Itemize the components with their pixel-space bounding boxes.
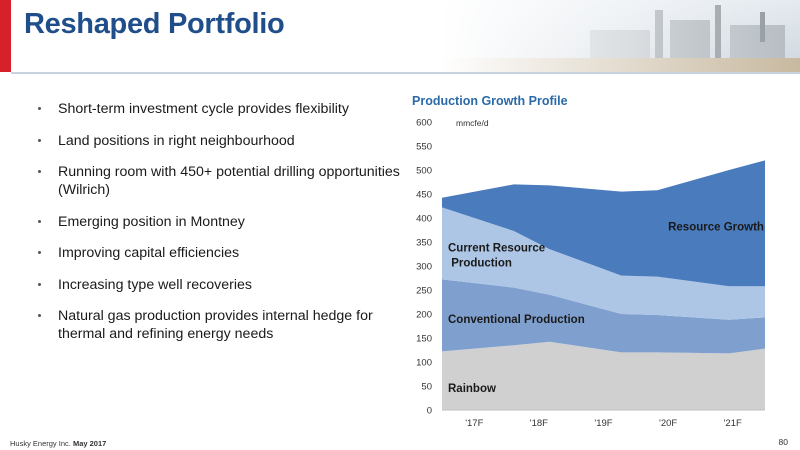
- bullet-dot-icon: [38, 251, 41, 254]
- chart-axis: 0 50 100 150 200 250 300 350 400 450 500 550 600 '17F…: [416, 118, 765, 429]
- footer-date: May 2017: [72, 439, 107, 448]
- y-tick-label: 300: [416, 262, 432, 273]
- bullet-text: Emerging position in Montney: [58, 213, 245, 230]
- bullet-text: Natural gas production provides internal…: [58, 308, 373, 342]
- y-tick-label: 50: [421, 382, 432, 393]
- bullet-dot-icon: [38, 314, 41, 317]
- bullet-dot-icon: [38, 170, 41, 173]
- title-divider: [11, 72, 800, 74]
- x-tick-label: '18F: [530, 418, 548, 429]
- bullet-dot-icon: [38, 219, 41, 223]
- area-current-resource-production: [442, 207, 765, 320]
- y-tick-label: 0: [427, 406, 432, 417]
- header-photo: [440, 0, 800, 72]
- area-rainbow: [442, 341, 765, 410]
- x-tick-label: '19F: [594, 418, 612, 429]
- bullet-item: Land positions in right neighbourhood: [38, 132, 408, 150]
- chart-title: Production Growth Profile: [412, 94, 568, 108]
- unit-label: mmcfe/d: [456, 118, 489, 128]
- page-number: 80: [778, 437, 788, 447]
- y-tick-label: 350: [416, 238, 432, 249]
- y-tick-label: 500: [416, 166, 432, 177]
- series-label: Conventional Production: [448, 314, 585, 326]
- x-tick-label: '17F: [465, 418, 483, 429]
- bullet-item: Increasing type well recoveries: [38, 276, 408, 294]
- area-resource-growth: [442, 160, 765, 287]
- y-tick-label: 450: [416, 190, 432, 201]
- y-tick-label: 550: [416, 142, 432, 153]
- bullet-text: Increasing type well recoveries: [58, 276, 252, 293]
- series-label: Resource Growth: [668, 221, 764, 233]
- x-tick-label: '21F: [724, 418, 742, 429]
- bullet-dot-icon: [38, 138, 41, 142]
- series-label: Rainbow: [448, 383, 496, 395]
- bullet-item: Improving capital efficiencies: [38, 244, 408, 262]
- bullet-item: Natural gas production provides internal…: [38, 307, 408, 343]
- slide-title: Reshaped Portfolio: [24, 8, 285, 40]
- series-label: Current Resource Production: [448, 243, 545, 270]
- y-tick-label: 400: [416, 214, 432, 225]
- bullet-text: Land positions in right neighbourhood: [58, 132, 295, 149]
- footer-company: Husky Energy Inc.: [10, 439, 71, 448]
- footer: Husky Energy Inc. May 2017: [10, 439, 106, 448]
- bullet-item: Emerging position in Montney: [38, 213, 408, 231]
- y-tick-label: 100: [416, 358, 432, 369]
- chart-areas: [442, 160, 765, 410]
- y-tick-label: 250: [416, 286, 432, 297]
- bullet-dot-icon: [38, 107, 41, 110]
- bullet-text: Improving capital efficiencies: [58, 245, 240, 261]
- bullet-item: Running room with 450+ potential drillin…: [38, 163, 408, 199]
- chart-labels: mmcfe/d Rainbow Conventional Production Cur…: [448, 118, 764, 395]
- bullet-text: Short-term investment cycle provides fle…: [58, 101, 349, 117]
- y-tick-label: 200: [416, 310, 432, 321]
- y-tick-label: 150: [416, 334, 432, 345]
- title-accent-bar: [0, 0, 11, 72]
- bullet-list: Short-term investment cycle provides fle…: [38, 100, 408, 357]
- bullet-item: Short-term investment cycle provides fle…: [38, 100, 408, 118]
- y-tick-label: 600: [416, 118, 432, 129]
- bullet-dot-icon: [38, 282, 41, 286]
- bullet-text: Running room with 450+ potential drillin…: [58, 164, 400, 198]
- production-chart: 0 50 100 150 200 250 300 350 400 450 500 550 600 '17F…: [416, 118, 765, 429]
- area-conventional-production: [442, 279, 765, 354]
- x-tick-label: '20F: [659, 418, 677, 429]
